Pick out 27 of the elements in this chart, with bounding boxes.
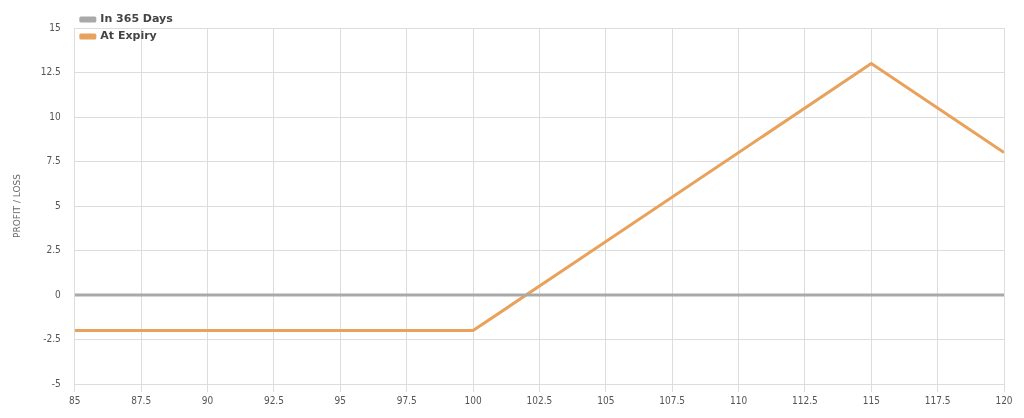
y-tick-label: 2.5 (46, 244, 61, 256)
y-tick-label: 7.5 (46, 155, 61, 167)
y-tick-label: -5 (51, 377, 61, 389)
x-tick-label: 120 (995, 394, 1013, 406)
y-tick-label: 0 (55, 288, 62, 300)
x-tick-label: 112.5 (792, 394, 818, 406)
y-tick-label: 12.5 (40, 66, 61, 78)
y-tick-label: 15 (49, 21, 61, 33)
x-tick-label: 95 (334, 394, 347, 406)
x-tick-label: 85 (69, 394, 81, 406)
legend-label: In 365 Days (100, 12, 174, 26)
y-tick-label: 5 (55, 199, 61, 211)
y-tick-label: -2.5 (43, 333, 61, 345)
y-axis-title: PROFIT / LOSS (11, 173, 22, 239)
x-tick-label: 105 (597, 394, 615, 406)
x-tick-label: 100 (464, 394, 482, 406)
x-tick-label: 115 (862, 394, 880, 406)
x-tick-label: 97.5 (396, 394, 417, 406)
x-tick-label: 102.5 (526, 394, 553, 406)
x-tick-label: 90 (201, 394, 214, 406)
x-tick-label: 87.5 (131, 394, 152, 406)
legend-label: At Expiry (100, 29, 157, 43)
x-tick-label: 110 (729, 394, 748, 406)
x-tick-label: 117.5 (924, 394, 951, 406)
y-tick-label: 10 (49, 110, 62, 122)
x-tick-label: 92.5 (263, 394, 284, 406)
x-tick-label: 107.5 (659, 394, 686, 406)
